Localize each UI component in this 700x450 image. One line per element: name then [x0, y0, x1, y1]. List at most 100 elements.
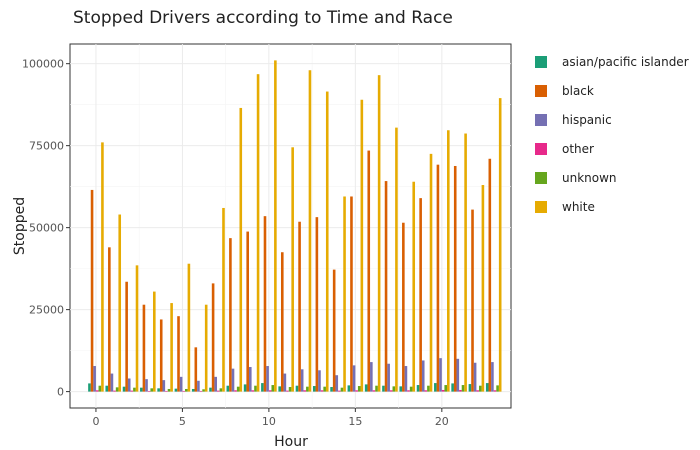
bar-unknown: [185, 388, 188, 392]
x-tick-label: 0: [92, 415, 99, 428]
bar-other: [372, 390, 376, 392]
bar-other: [268, 390, 272, 392]
bar-other: [459, 389, 462, 392]
bar-unknown: [150, 388, 154, 392]
bar-other: [234, 390, 237, 392]
bar-unknown: [479, 385, 482, 392]
bar-other: [95, 390, 99, 392]
bar-unknown: [306, 386, 309, 392]
bar-asian-pacific-islander: [88, 383, 91, 392]
legend-label: white: [562, 200, 595, 214]
bar-asian-pacific-islander: [105, 385, 109, 392]
legend-swatch: [535, 114, 547, 126]
bar-white: [222, 207, 225, 392]
bar-black: [246, 231, 249, 392]
bar-hispanic: [93, 366, 96, 392]
bar-hispanic: [473, 362, 477, 392]
y-tick-label: 75000: [29, 140, 64, 153]
bar-black: [177, 316, 180, 392]
bar-asian-pacific-islander: [122, 386, 126, 392]
bar-asian-pacific-islander: [416, 385, 420, 392]
bar-black: [419, 198, 422, 392]
bar-black: [194, 347, 198, 392]
bar-unknown: [167, 388, 171, 392]
bar-black: [315, 217, 319, 392]
legend: asian/pacific islander black hispanic other…: [535, 55, 689, 214]
bar-unknown: [427, 385, 430, 392]
bar-other: [320, 390, 324, 392]
bar-hispanic: [404, 366, 408, 392]
legend-label: other: [562, 142, 594, 156]
bar-unknown: [461, 385, 465, 392]
bar-asian-pacific-islander: [243, 384, 247, 392]
bar-hispanic: [318, 370, 321, 392]
bar-unknown: [375, 385, 378, 392]
bar-other: [113, 390, 116, 392]
bar-asian-pacific-islander: [295, 385, 299, 392]
bar-asian-pacific-islander: [330, 387, 333, 392]
x-axis-title: Hour: [274, 434, 308, 450]
legend-label: unknown: [562, 171, 617, 185]
bar-asian-pacific-islander: [278, 386, 281, 392]
bar-unknown: [115, 387, 119, 392]
x-axis-ticks: 0 5 10 15 20: [92, 408, 449, 428]
bar-unknown: [288, 387, 292, 392]
bar-white: [429, 153, 433, 392]
bar-hispanic: [421, 360, 425, 392]
x-tick-label: 20: [435, 415, 449, 428]
bar-asian-pacific-islander: [312, 386, 316, 392]
bar-unknown: [340, 387, 344, 392]
bar-other: [182, 390, 186, 392]
bar-hispanic: [127, 378, 131, 392]
legend-swatch: [535, 172, 547, 184]
bar-other: [389, 390, 393, 392]
bar-other: [251, 390, 255, 392]
bar-white: [153, 291, 156, 392]
bar-hispanic: [387, 363, 390, 392]
bar-white: [308, 70, 312, 392]
bar-white: [464, 133, 467, 392]
bar-hispanic: [300, 369, 304, 392]
legend-swatch: [535, 143, 547, 155]
bar-black: [229, 238, 232, 392]
bar-white: [187, 263, 191, 392]
bar-black: [142, 304, 146, 392]
bar-hispanic: [266, 366, 269, 392]
bar-hispanic: [162, 380, 166, 392]
bar-hispanic: [214, 376, 217, 392]
bar-white: [170, 303, 173, 392]
legend-label: hispanic: [562, 113, 612, 127]
y-tick-label: 0: [57, 386, 64, 399]
bar-asian-pacific-islander: [468, 384, 472, 392]
bar-white: [447, 130, 450, 392]
y-axis-ticks: 0 25000 50000 75000 100000: [22, 58, 70, 399]
bar-other: [217, 390, 220, 392]
bar-unknown: [98, 385, 102, 392]
bar-unknown: [444, 385, 448, 392]
bar-hispanic: [248, 367, 252, 392]
bar-other: [147, 390, 151, 392]
bar-asian-pacific-islander: [174, 388, 178, 392]
bar-other: [165, 390, 168, 392]
bar-white: [118, 214, 122, 392]
legend-label: black: [562, 84, 594, 98]
y-axis-title: Stopped: [12, 197, 28, 255]
bar-asian-pacific-islander: [382, 385, 385, 392]
bar-unknown: [236, 386, 240, 392]
bar-black: [471, 209, 474, 392]
bar-white: [343, 196, 346, 392]
bar-unknown: [409, 386, 413, 392]
bar-white: [481, 185, 485, 392]
bar-white: [498, 98, 502, 392]
bar-asian-pacific-islander: [261, 383, 264, 392]
bar-other: [493, 390, 497, 392]
bar-white: [256, 74, 260, 392]
x-tick-label: 10: [262, 415, 276, 428]
legend-swatch: [535, 85, 547, 97]
bar-asian-pacific-islander: [226, 385, 230, 392]
bar-hispanic: [179, 376, 183, 392]
bar-unknown: [202, 389, 205, 392]
bar-other: [199, 390, 203, 392]
bar-hispanic: [370, 362, 373, 392]
chart-title: Stopped Drivers according to Time and Ra…: [73, 8, 453, 28]
